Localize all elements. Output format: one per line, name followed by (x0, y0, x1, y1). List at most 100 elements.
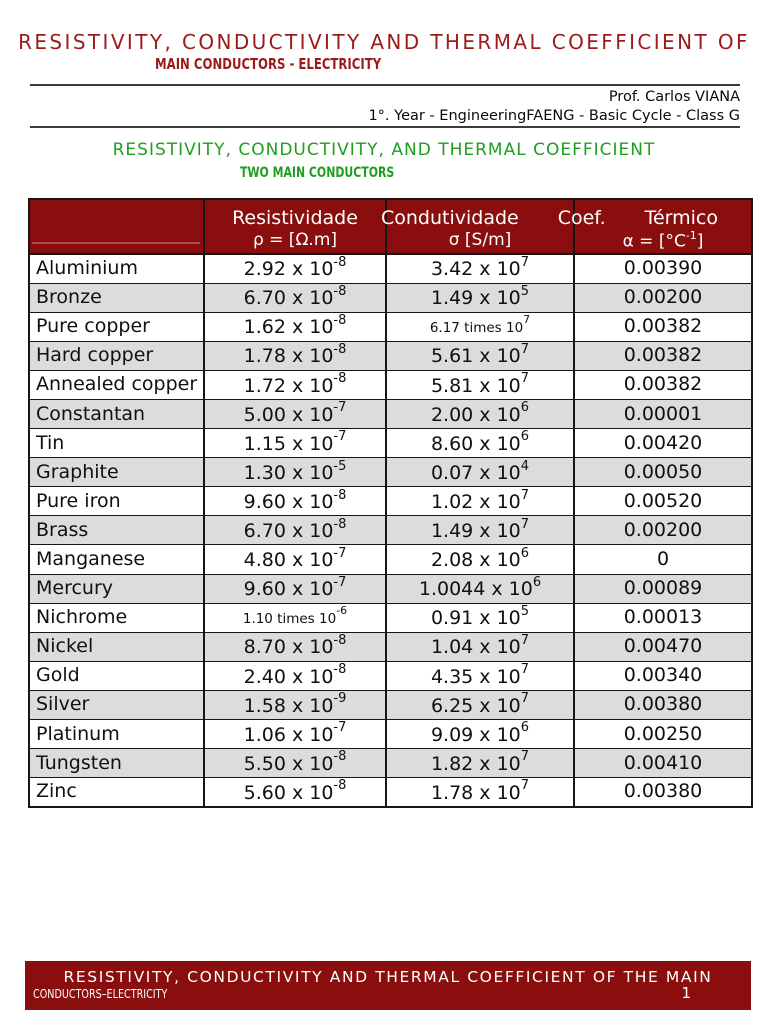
coef-cell: 0.00001 (573, 398, 753, 430)
author-name: Prof. Carlos VIANA (608, 89, 740, 105)
conductivity-cell: 9.09 x 106 (385, 718, 575, 750)
coef-cell: 0.00200 (573, 515, 753, 546)
conductivity-cell: 6.25 x 107 (385, 689, 575, 721)
coef-cell: 0.00340 (573, 660, 753, 691)
table-header-row: Resistividade ρ = [Ω.m] σ [S/m] α = [°C-… (28, 199, 753, 255)
material-cell: Tin (28, 428, 205, 459)
resistivity-cell: 5.00 x 10-7 (203, 398, 387, 430)
conductivity-cell: 8.60 x 106 (385, 428, 575, 459)
table-row: Annealed copper 1.72 x 10-8 5.81 x 107 0.00… (28, 369, 753, 400)
coef-cell: 0.00520 (573, 486, 753, 517)
resistivity-cell: 1.10 times 10-6 (203, 602, 387, 633)
resistivity-header-title: Resistividade (232, 207, 358, 229)
conductivity-cell: 5.61 x 107 (385, 340, 575, 371)
resistivity-cell: 1.06 x 10-7 (203, 718, 387, 750)
material-cell: Graphite (28, 457, 205, 488)
coef-cell: 0.00382 (573, 369, 753, 400)
section-heading: RESISTIVITY, CONDUCTIVITY, AND THERMAL C… (112, 140, 656, 160)
material-cell: Constantan (28, 398, 205, 430)
document-subtitle: MAIN CONDUCTORS - ELECTRICITY (155, 55, 382, 73)
conductors-data-table: Resistividade ρ = [Ω.m] σ [S/m] α = [°C-… (28, 198, 753, 808)
table-row: Pure copper 1.62 x 10-8 6.17 times 107 0.00… (28, 311, 753, 342)
coef-cell: 0.00050 (573, 457, 753, 488)
table-row: Aluminium 2.92 x 10-8 3.42 x 107 0.00390 (28, 253, 753, 284)
material-cell: Hard copper (28, 340, 205, 371)
material-cell: Brass (28, 515, 205, 546)
resistivity-header-cell: Resistividade ρ = [Ω.m] (203, 199, 387, 255)
conductivity-cell: 4.35 x 107 (385, 660, 575, 691)
conductors-table: Condutividade Coef. Térmico Resistividad… (28, 198, 753, 808)
conductivity-cell: 1.0044 x 106 (385, 573, 575, 604)
coef-cell: 0 (573, 544, 753, 575)
coef-cell: 0.00250 (573, 718, 753, 750)
table-row: Brass 6.70 x 10-8 1.49 x 107 0.00200 (28, 515, 753, 546)
resistivity-cell: 5.60 x 10-8 (203, 777, 387, 808)
coef-cell: 0.00089 (573, 573, 753, 604)
table-row: Silver 1.58 x 10-9 6.25 x 107 0.00380 (28, 689, 753, 721)
coef-cell: 0.00390 (573, 253, 753, 284)
header-underline (32, 242, 200, 244)
conductivity-cell: 2.00 x 106 (385, 398, 575, 430)
coef-header-unit: α = [°C-1] (622, 229, 704, 252)
conductivity-cell: 3.42 x 107 (385, 253, 575, 284)
table-row: Pure iron 9.60 x 10-8 1.02 x 107 0.00520 (28, 486, 753, 517)
coef-cell: 0.00200 (573, 282, 753, 313)
coef-cell: 0.00382 (573, 311, 753, 342)
table-body: Aluminium 2.92 x 10-8 3.42 x 107 0.00390 Bro… (28, 253, 753, 808)
section-subheading: TWO MAIN CONDUCTORS (240, 165, 395, 181)
material-header-cell (28, 199, 205, 255)
resistivity-cell: 2.40 x 10-8 (203, 660, 387, 691)
coef-cell: 0.00470 (573, 631, 753, 662)
coef-header-cell: α = [°C-1] (573, 199, 753, 255)
coef-cell: 0.00382 (573, 340, 753, 371)
resistivity-cell: 1.15 x 10-7 (203, 428, 387, 459)
conductivity-cell: 1.04 x 107 (385, 631, 575, 662)
coef-cell: 0.00410 (573, 748, 753, 779)
separator-line-top (30, 84, 740, 86)
material-cell: Pure copper (28, 311, 205, 342)
material-cell: Nichrome (28, 602, 205, 633)
resistivity-cell: 1.30 x 10-5 (203, 457, 387, 488)
resistivity-cell: 6.70 x 10-8 (203, 282, 387, 313)
table-row: Tin 1.15 x 10-7 8.60 x 106 0.00420 (28, 428, 753, 459)
footer-title: RESISTIVITY, CONDUCTIVITY AND THERMAL CO… (63, 968, 713, 986)
material-cell: Silver (28, 689, 205, 721)
material-cell: Nickel (28, 631, 205, 662)
conductivity-cell: 0.07 x 104 (385, 457, 575, 488)
resistivity-cell: 4.80 x 10-7 (203, 544, 387, 575)
conductivity-cell: 2.08 x 106 (385, 544, 575, 575)
resistivity-cell: 8.70 x 10-8 (203, 631, 387, 662)
separator-line-bottom (30, 126, 740, 128)
coef-cell: 0.00380 (573, 689, 753, 721)
table-row: Gold 2.40 x 10-8 4.35 x 107 0.00340 (28, 660, 753, 691)
coef-cell: 0.00380 (573, 777, 753, 808)
table-row: Zinc 5.60 x 10-8 1.78 x 107 0.00380 (28, 777, 753, 808)
byline: Prof. Carlos VIANA 1°. Year - Engineerin… (368, 88, 740, 125)
material-cell: Platinum (28, 718, 205, 750)
table-row: Platinum 1.06 x 10-7 9.09 x 106 0.00250 (28, 718, 753, 750)
footer-subtitle: CONDUCTORS–ELECTRICITY (33, 987, 168, 1001)
resistivity-header-unit: ρ = [Ω.m] (252, 230, 338, 250)
conductivity-cell: 0.91 x 105 (385, 602, 575, 633)
resistivity-cell: 9.60 x 10-8 (203, 486, 387, 517)
conductivity-cell: 1.78 x 107 (385, 777, 575, 808)
course-info: 1°. Year - EngineeringFAENG - Basic Cycl… (368, 107, 740, 124)
table-row: Graphite 1.30 x 10-5 0.07 x 104 0.00050 (28, 457, 753, 488)
resistivity-cell: 9.60 x 10-7 (203, 573, 387, 604)
material-cell: Tungsten (28, 748, 205, 779)
table-row: Tungsten 5.50 x 10-8 1.82 x 107 0.00410 (28, 748, 753, 779)
table-row: Bronze 6.70 x 10-8 1.49 x 105 0.00200 (28, 282, 753, 313)
conductivity-header-unit: σ [S/m] (448, 230, 512, 250)
resistivity-cell: 6.70 x 10-8 (203, 515, 387, 546)
table-row: Manganese 4.80 x 10-7 2.08 x 106 0 (28, 544, 753, 575)
table-row: Mercury 9.60 x 10-7 1.0044 x 106 0.00089 (28, 573, 753, 604)
resistivity-cell: 1.58 x 10-9 (203, 689, 387, 721)
resistivity-cell: 1.78 x 10-8 (203, 340, 387, 371)
conductivity-header-spacer (387, 200, 573, 230)
material-cell: Bronze (28, 282, 205, 313)
coef-cell: 0.00013 (573, 602, 753, 633)
coef-cell: 0.00420 (573, 428, 753, 459)
conductivity-cell: 1.82 x 107 (385, 748, 575, 779)
material-cell: Annealed copper (28, 369, 205, 400)
